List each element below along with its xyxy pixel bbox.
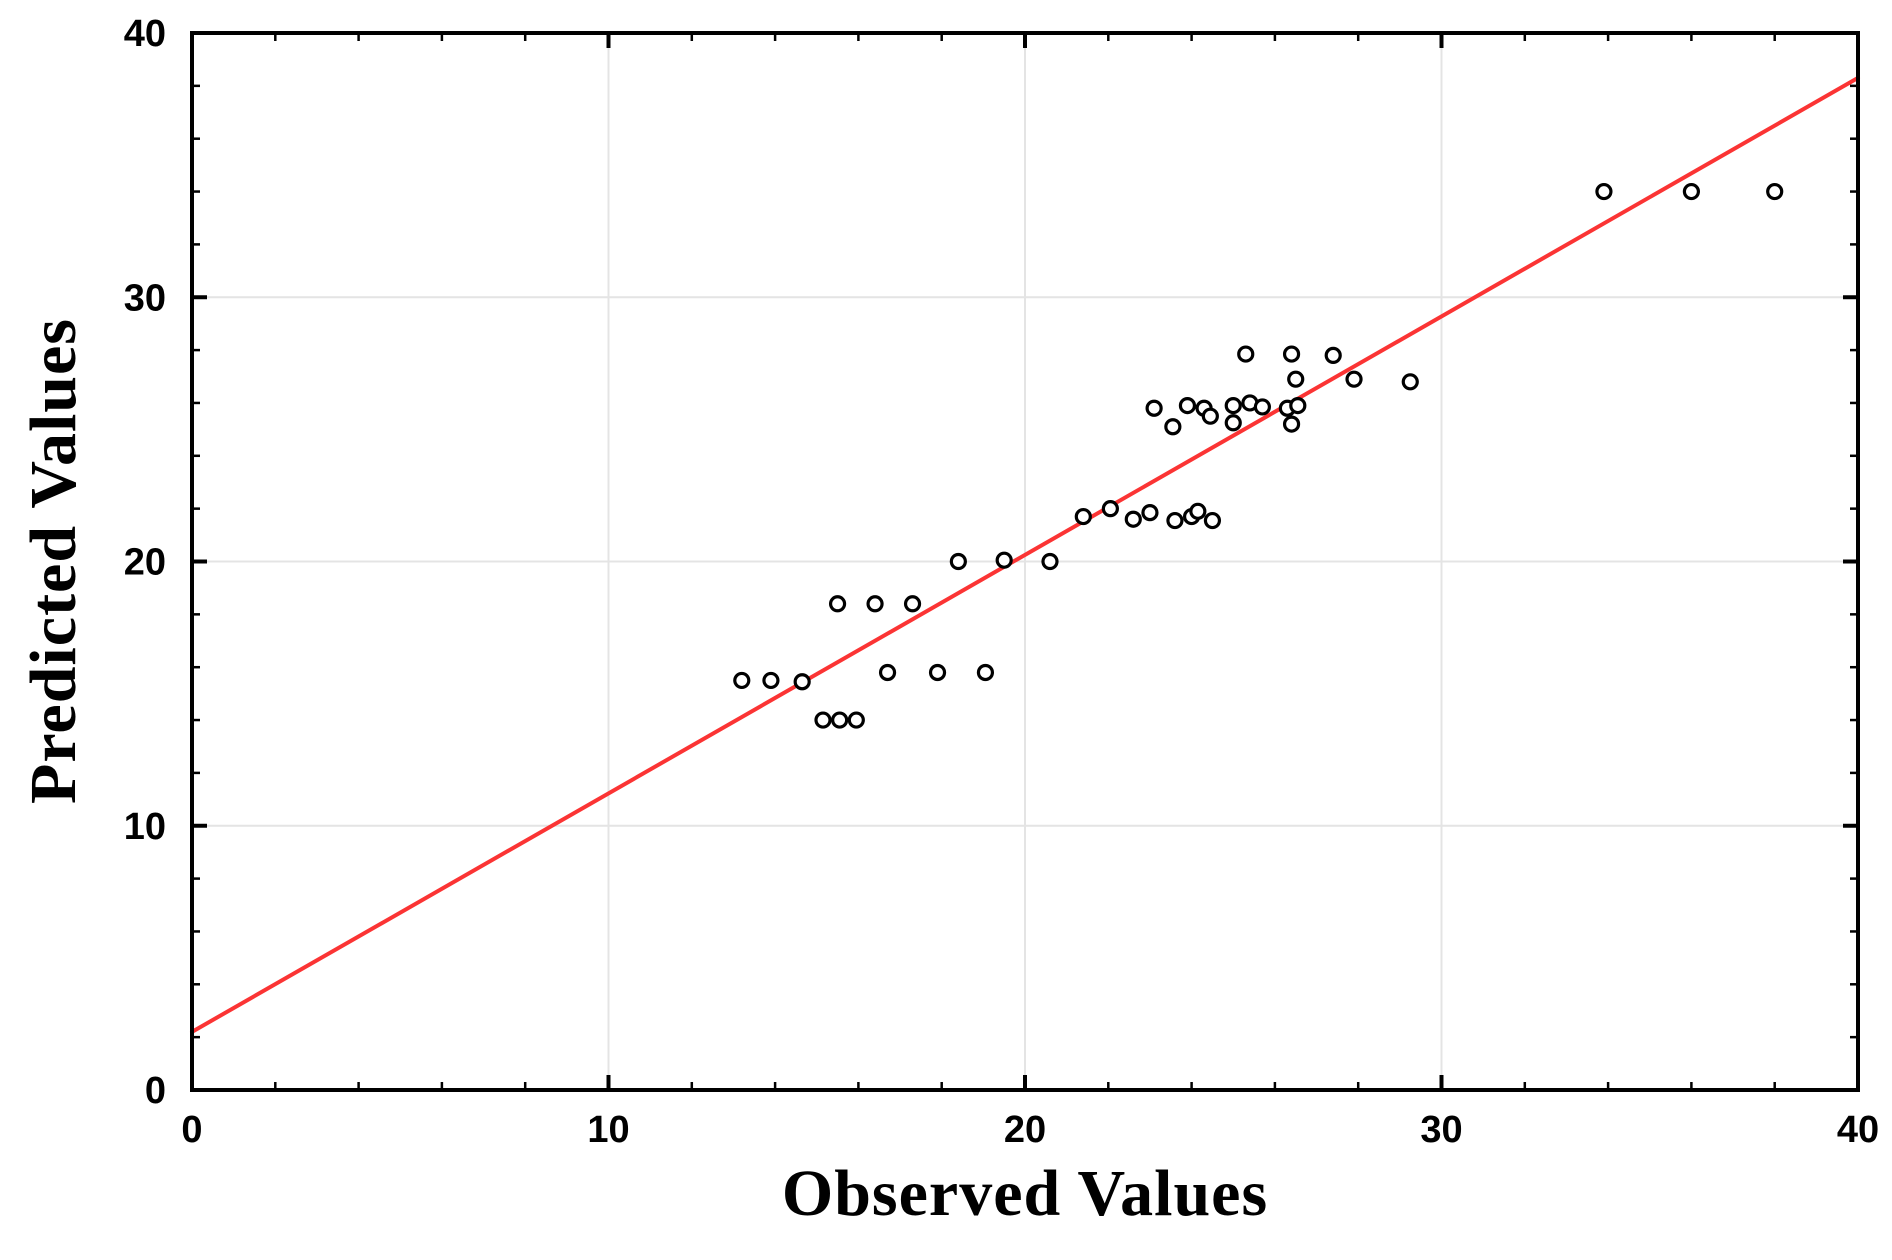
data-point — [1189, 502, 1207, 520]
data-point — [1401, 373, 1419, 391]
data-point — [1164, 418, 1182, 436]
x-tick-label: 40 — [1837, 1109, 1879, 1151]
y-tick-label: 30 — [124, 277, 166, 319]
data-point — [995, 551, 1013, 569]
data-point — [1289, 396, 1307, 415]
data-point — [793, 673, 811, 691]
data-point — [1074, 507, 1092, 526]
data-point — [1282, 345, 1301, 363]
data-point — [762, 671, 780, 690]
data-point — [1203, 511, 1222, 530]
data-point — [1166, 511, 1184, 530]
data-point — [866, 595, 884, 613]
tick-labels: 0 10 20 30 40 0 10 20 30 40 — [124, 13, 1879, 1151]
data-point — [831, 711, 849, 729]
data-point — [1345, 370, 1363, 388]
data-point — [1145, 399, 1163, 417]
data-point — [1253, 398, 1272, 416]
data-point — [1124, 510, 1142, 528]
data-point — [1141, 504, 1159, 522]
x-tick-label: 0 — [181, 1109, 202, 1151]
x-tick-label: 20 — [1004, 1109, 1046, 1151]
y-tick-label: 0 — [145, 1070, 166, 1112]
data-point — [1595, 182, 1613, 201]
gridlines — [192, 33, 1858, 1090]
data-point — [733, 671, 751, 690]
data-point — [1178, 396, 1197, 415]
y-tick-label: 20 — [124, 542, 166, 584]
data-point — [1324, 346, 1342, 364]
y-tick-label: 10 — [124, 806, 166, 848]
y-axis-title: Predicted Values — [17, 318, 90, 804]
x-tick-label: 30 — [1420, 1109, 1462, 1151]
data-point — [1224, 396, 1242, 415]
y-tick-label: 40 — [124, 13, 166, 55]
data-points — [733, 182, 1784, 729]
data-point — [828, 595, 847, 613]
data-point — [847, 711, 865, 729]
data-point — [903, 595, 922, 613]
data-point — [1201, 407, 1219, 425]
data-point — [1682, 182, 1701, 201]
data-point — [1766, 182, 1784, 201]
data-point — [814, 711, 832, 729]
regression-line — [190, 75, 1860, 1034]
data-point — [1287, 370, 1305, 388]
axis-ticks — [190, 31, 1860, 1092]
data-point — [1224, 414, 1242, 432]
data-point — [1041, 552, 1059, 571]
data-point — [949, 552, 967, 571]
data-point — [1282, 415, 1301, 433]
data-point — [1101, 500, 1119, 518]
data-point — [878, 663, 897, 682]
data-point — [1237, 345, 1255, 363]
x-tick-label: 10 — [587, 1109, 629, 1151]
x-axis-title: Observed Values — [781, 1157, 1269, 1230]
data-point — [928, 663, 947, 682]
data-point — [976, 663, 995, 682]
